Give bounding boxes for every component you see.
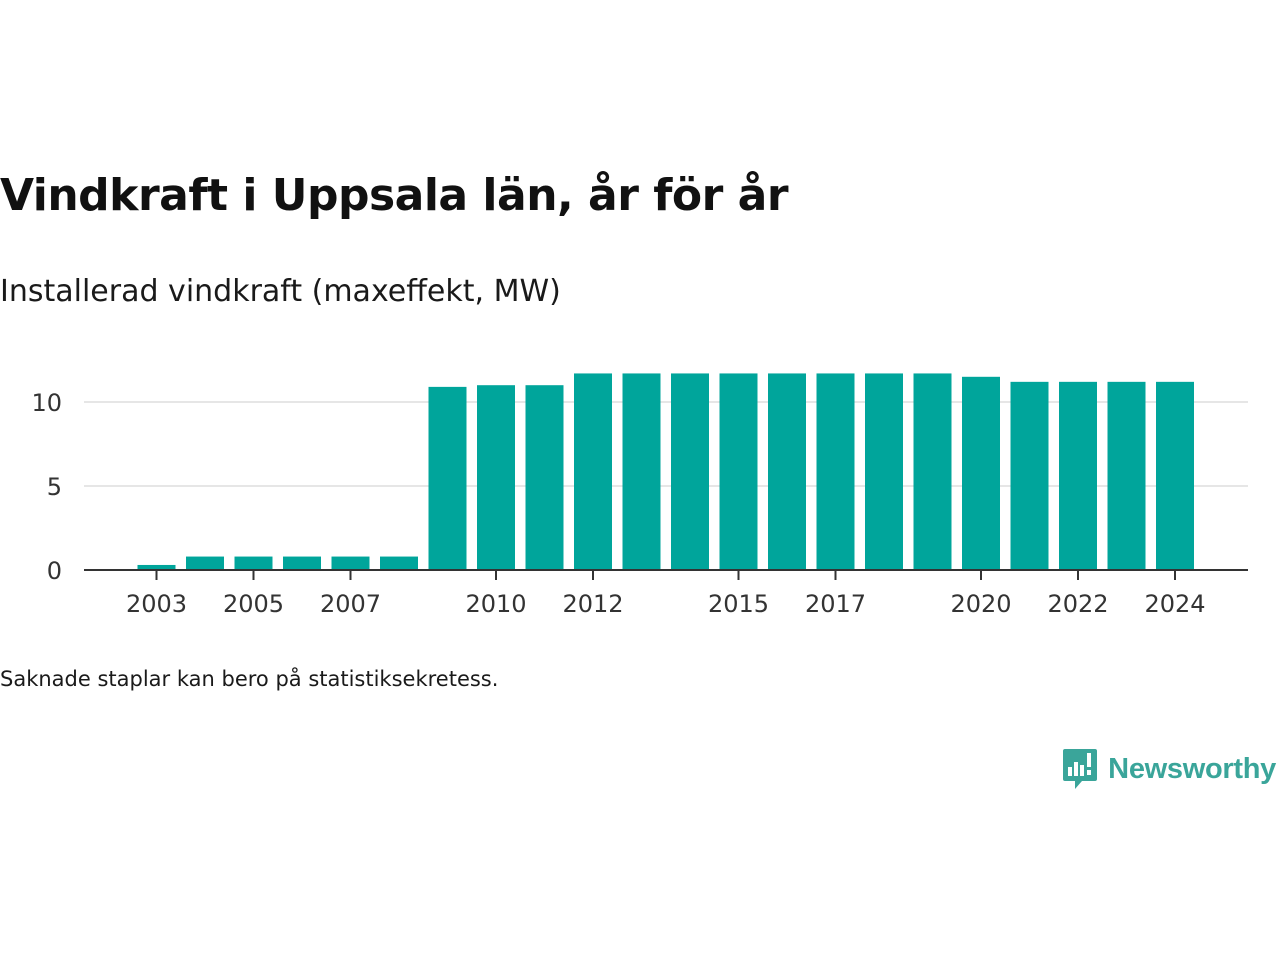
bar-2018 — [865, 373, 903, 570]
grid-lines — [84, 401, 1248, 487]
bar-chart: 0 5 10 2003 2005 2007 2010 2012 2015 2017 2020 2022… — [31, 373, 1248, 618]
bar-2024 — [1156, 381, 1194, 570]
bar-2023 — [1107, 381, 1146, 570]
x-tick-label: 2003 — [126, 590, 187, 618]
footnote: Saknade staplar kan bero på statistiksek… — [0, 667, 499, 691]
chart-title: Vindkraft i Uppsala län, år för år — [0, 170, 789, 221]
bar-2010 — [477, 385, 515, 570]
bar-2013 — [622, 373, 661, 570]
bar-2004 — [186, 556, 224, 570]
y-tick-label: 5 — [47, 473, 62, 501]
chart-subtitle: Installerad vindkraft (maxeffekt, MW) — [0, 274, 561, 309]
x-tick-label: 2020 — [950, 590, 1011, 618]
axes: 0 5 10 2003 2005 2007 2010 2012 2015 2017 2020 2022… — [31, 389, 1248, 618]
y-tick-label: 0 — [47, 557, 62, 585]
bar-2022 — [1059, 381, 1097, 570]
bar-2015 — [719, 373, 758, 570]
x-tick-label: 2010 — [465, 590, 526, 618]
bars — [137, 373, 1194, 570]
bar-2021 — [1010, 381, 1049, 570]
bar-2008 — [380, 556, 418, 570]
bar-2016 — [768, 373, 806, 570]
bar-2012 — [574, 373, 612, 570]
x-tick-label: 2015 — [708, 590, 769, 618]
bar-2020 — [962, 376, 1000, 570]
y-tick-label: 10 — [31, 389, 62, 417]
brand-name: Newsworthy — [1108, 752, 1276, 785]
x-tick-label: 2024 — [1144, 590, 1205, 618]
bar-2003 — [137, 564, 176, 570]
x-tick-label: 2012 — [562, 590, 623, 618]
x-tick-label: 2022 — [1047, 590, 1108, 618]
brand-logo: Newsworthy — [1062, 748, 1276, 790]
x-tick-label: 2017 — [805, 590, 866, 618]
bar-2017 — [816, 373, 855, 570]
bar-2009 — [428, 386, 467, 570]
bar-2019 — [913, 373, 952, 570]
bar-2005 — [234, 556, 273, 570]
bar-2006 — [283, 556, 321, 570]
newsworthy-logo-icon — [1063, 749, 1098, 789]
bar-2011 — [525, 385, 564, 570]
bar-2014 — [671, 373, 709, 570]
x-tick-label: 2005 — [223, 590, 284, 618]
x-tick-label: 2007 — [320, 590, 381, 618]
bar-2007 — [331, 556, 370, 570]
